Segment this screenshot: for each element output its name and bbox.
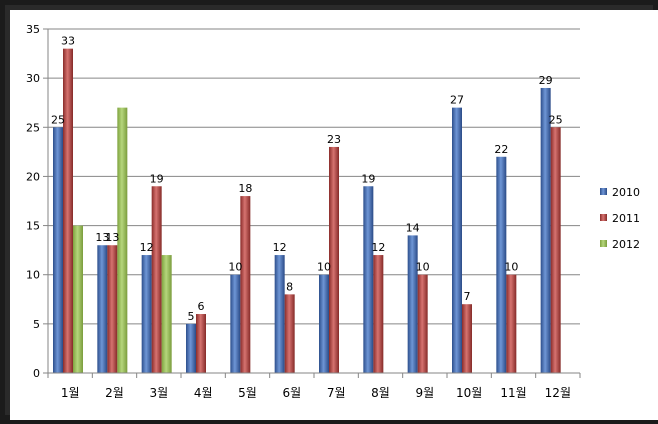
bar-2011	[329, 146, 339, 373]
bar-2012	[73, 225, 83, 373]
data-label: 12	[140, 241, 154, 254]
bar-2011	[417, 274, 428, 373]
bar-2011	[284, 294, 295, 373]
bar-2010	[141, 255, 152, 373]
x-tick-label: 9월	[415, 386, 434, 400]
bar-2010	[230, 274, 241, 373]
gridlines	[48, 28, 580, 325]
legend-label: 2011	[612, 212, 640, 225]
data-label: 13	[105, 231, 119, 244]
bar-2010	[540, 87, 551, 373]
x-tick-label: 12월	[545, 386, 571, 400]
y-axis: 0 5 10 15 20 25 30 35	[26, 23, 49, 380]
bar-2011	[196, 314, 206, 373]
bar-chart: 0 5 10 15 20 25 30 35 25 13 12 5 10 12 10 19 14 27 22 29 33…	[26, 23, 640, 400]
legend-label: 2010	[612, 186, 640, 199]
x-tick-label: 6월	[282, 386, 301, 400]
x-axis: 1월 2월 3월 4월 5월 6월 7월 8월 9월 10월 11월 12월	[47, 372, 581, 400]
data-label: 19	[150, 172, 164, 185]
data-label: 22	[494, 143, 508, 156]
x-tick-label: 7월	[327, 386, 346, 400]
data-label: 8	[286, 280, 293, 293]
data-label: 14	[406, 221, 420, 234]
legend-swatch	[600, 214, 607, 221]
legend-swatch	[600, 240, 607, 247]
data-label: 12	[371, 241, 385, 254]
data-label: 10	[416, 261, 430, 274]
bar-2012	[117, 107, 128, 373]
y-tick-label: 0	[33, 367, 40, 380]
bar-2011	[151, 186, 162, 373]
bar-2010	[363, 186, 374, 373]
legend-label: 2012	[612, 238, 640, 251]
bar-2010	[496, 156, 507, 373]
x-tick-label: 11월	[500, 386, 526, 400]
bar-2010	[53, 127, 63, 374]
data-label: 5	[188, 310, 195, 323]
bar-2011	[550, 127, 561, 374]
bar-2010	[97, 245, 108, 373]
bar-2010	[186, 323, 196, 373]
x-tick-label: 3월	[149, 386, 168, 400]
bar-2011	[462, 304, 472, 373]
bar-2011	[107, 245, 118, 373]
x-tick-label: 2월	[105, 386, 124, 400]
data-label: 23	[327, 133, 341, 146]
y-tick-label: 10	[26, 269, 40, 282]
y-tick-label: 20	[26, 170, 40, 183]
bar-2010	[274, 255, 285, 373]
data-label: 27	[450, 94, 464, 107]
data-label: 6	[198, 300, 205, 313]
data-label: 10	[228, 261, 242, 274]
bar-2011	[240, 196, 251, 373]
data-label: 25	[549, 113, 563, 126]
bar-2010	[407, 235, 418, 373]
data-label: 7	[464, 290, 471, 303]
data-labels: 25 13 12 5 10 12 10 19 14 27 22 29 33 13 19 6 18 8 23 12 10 7…	[51, 35, 563, 323]
y-tick-label: 15	[26, 220, 40, 233]
y-tick-label: 35	[26, 23, 40, 36]
y-tick-label: 5	[33, 318, 40, 331]
data-label: 18	[238, 182, 252, 195]
bar-2011	[506, 274, 517, 373]
legend: 2010 2011 2012	[600, 186, 640, 251]
x-tick-label: 5월	[238, 386, 257, 400]
bars	[53, 48, 561, 374]
bar-2011	[373, 255, 384, 373]
data-label: 29	[539, 74, 553, 87]
y-tick-label: 25	[26, 121, 40, 134]
bar-2010	[319, 274, 329, 373]
x-tick-label: 1월	[61, 386, 80, 400]
bar-2011	[63, 48, 73, 374]
chart-panel: 0 5 10 15 20 25 30 35 25 13 12 5 10 12 10 19 14 27 22 29 33…	[10, 10, 658, 420]
data-label: 10	[504, 261, 518, 274]
data-label: 12	[273, 241, 287, 254]
y-tick-label: 30	[26, 72, 40, 85]
bar-2010	[452, 107, 462, 373]
x-tick-label: 8월	[371, 386, 390, 400]
data-label: 13	[95, 231, 109, 244]
bar-2012	[161, 255, 172, 373]
data-label: 10	[317, 261, 331, 274]
data-label: 33	[61, 35, 75, 48]
data-label: 19	[361, 172, 375, 185]
legend-swatch	[600, 188, 607, 195]
x-tick-label: 10월	[456, 386, 482, 400]
x-tick-label: 4월	[194, 386, 213, 400]
data-label: 25	[51, 113, 65, 126]
